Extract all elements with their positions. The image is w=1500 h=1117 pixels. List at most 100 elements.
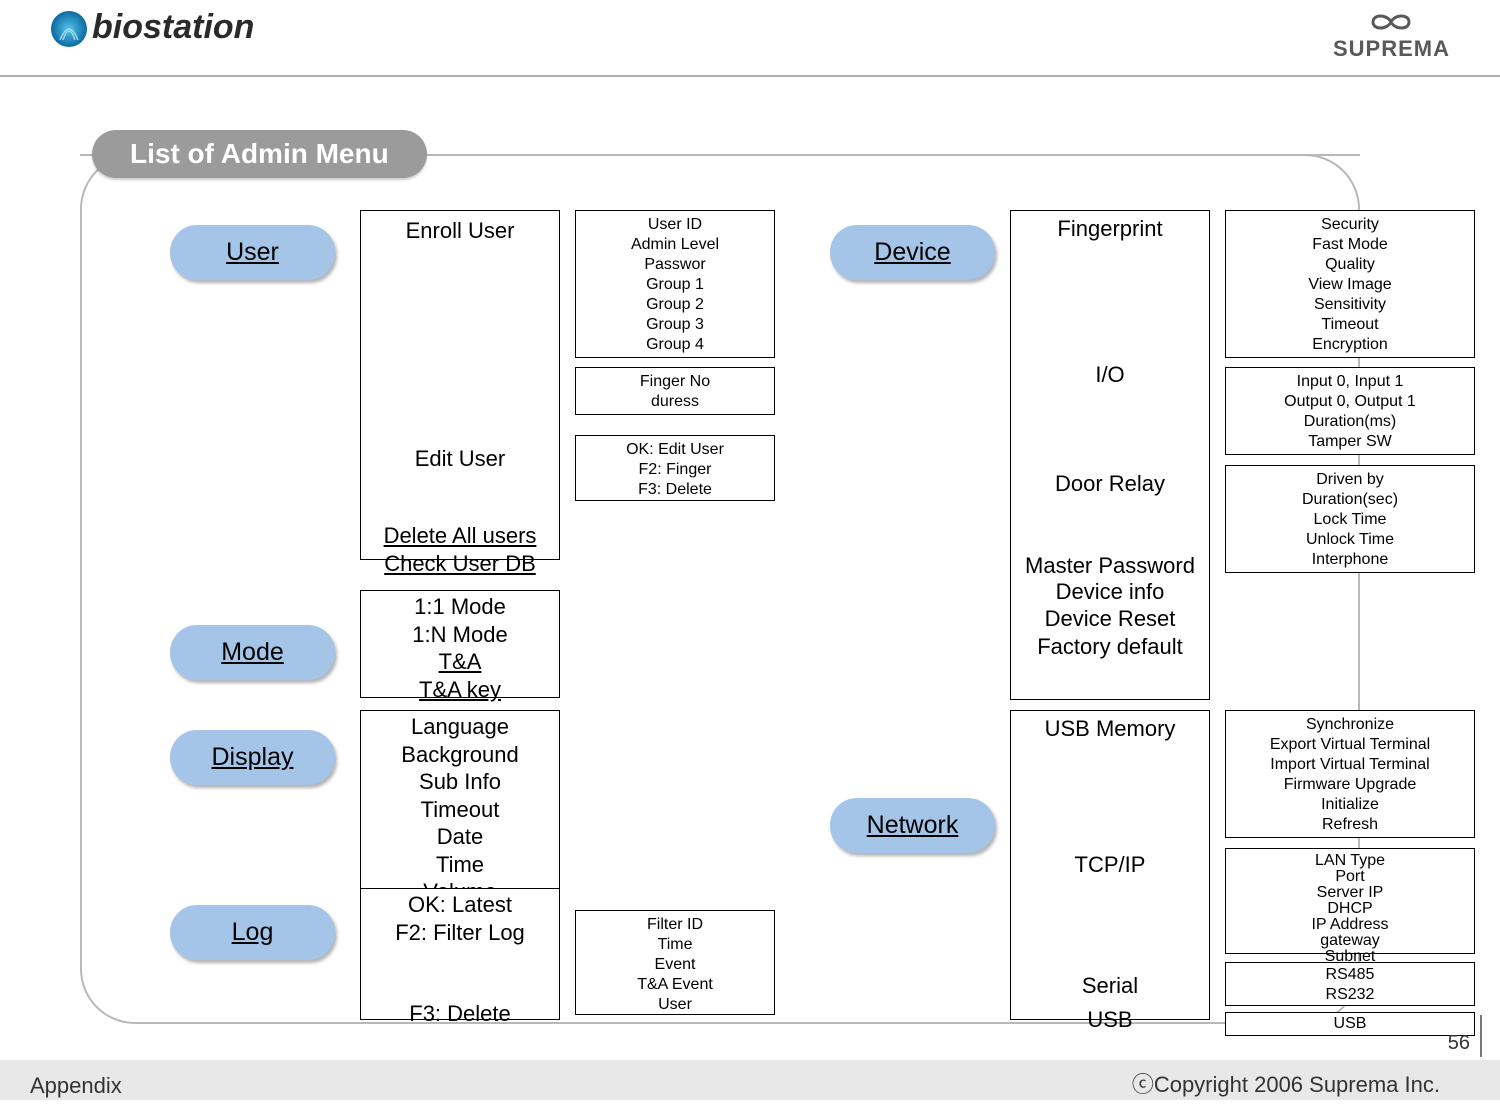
list-item: Finger No: [576, 372, 774, 392]
list-item: Date: [361, 823, 559, 851]
list-item: T&A Event: [576, 975, 774, 995]
list-item: Duration(ms): [1226, 412, 1474, 432]
list-item: Group 2: [576, 295, 774, 315]
list-item: Language: [361, 713, 559, 741]
user-actions-box: Enroll User Edit User Delete All users C…: [360, 210, 560, 560]
label: TCP/IP: [1011, 851, 1209, 879]
network-box: USB Memory TCP/IP Serial USB: [1010, 710, 1210, 1020]
list-item: Lock Time: [1226, 510, 1474, 530]
device-door-detail: Driven by Duration(sec) Lock Time Unlock…: [1225, 465, 1475, 573]
list-item: F3: Delete: [576, 480, 774, 500]
list-item: OK: Latest: [361, 889, 559, 919]
label: Check User DB: [361, 550, 559, 578]
page-number: 56: [1448, 1032, 1470, 1055]
fingerprint-icon: [50, 10, 88, 48]
list-item: Sub Info: [361, 768, 559, 796]
header: biostation SUPREMA: [0, 0, 1500, 75]
list-item: Background: [361, 741, 559, 769]
list-item: Passwor: [576, 255, 774, 275]
list-item: Tamper SW: [1226, 432, 1474, 452]
user-enroll-detail: User ID Admin Level Passwor Group 1 Grou…: [575, 210, 775, 358]
user-finger-detail: Finger No duress: [575, 367, 775, 415]
label: Enroll User: [361, 211, 559, 245]
list-item: Encryption: [1226, 335, 1474, 355]
list-item: Time: [361, 851, 559, 879]
pill-mode: Mode: [170, 625, 335, 680]
list-item: Group 3: [576, 315, 774, 335]
net-serial-detail: RS485 RS232: [1225, 962, 1475, 1006]
list-item: Group 4: [576, 335, 774, 355]
list-item: Synchronize: [1226, 715, 1474, 735]
list-item: IP Address: [1226, 917, 1474, 933]
list-item: LAN Type: [1226, 853, 1474, 869]
list-item: Duration(sec): [1226, 490, 1474, 510]
label: Delete All users: [361, 522, 559, 550]
label: Device info: [1011, 578, 1209, 606]
label: Device Reset: [1011, 605, 1209, 633]
mode-box: 1:1 Mode 1:N Mode T&A T&A key: [360, 590, 560, 698]
list-item: RS232: [1226, 985, 1474, 1005]
device-fp-detail: Security Fast Mode Quality View Image Se…: [1225, 210, 1475, 358]
label: USB: [1011, 1006, 1209, 1034]
net-usb-detail: USB: [1225, 1012, 1475, 1036]
list-item: Security: [1226, 215, 1474, 235]
user-edit-detail: OK: Edit User F2: Finger F3: Delete: [575, 435, 775, 501]
list-item: Admin Level: [576, 235, 774, 255]
list-item: Output 0, Output 1: [1226, 392, 1474, 412]
product-name: biostation: [92, 8, 254, 46]
pill-network: Network: [830, 798, 995, 853]
display-box: Language Background Sub Info Timeout Dat…: [360, 710, 560, 895]
label: Edit User: [361, 445, 559, 473]
label: Master Password: [1011, 554, 1209, 578]
list-item: F2: Filter Log: [361, 919, 559, 947]
list-item: Interphone: [1226, 550, 1474, 570]
list-item: Sensitivity: [1226, 295, 1474, 315]
pill-display: Display: [170, 730, 335, 785]
log-filter-detail: Filter ID Time Event T&A Event User: [575, 910, 775, 1015]
footer-section: Appendix: [30, 1073, 122, 1099]
page-number-divider: [1480, 1015, 1482, 1057]
list-item: Filter ID: [576, 915, 774, 935]
pill-device: Device: [830, 225, 995, 280]
pill-log: Log: [170, 905, 335, 960]
label: I/O: [1011, 361, 1209, 389]
label: USB Memory: [1011, 711, 1209, 743]
list-item: RS485: [1226, 965, 1474, 985]
footer-copyright: ⓒCopyright 2006 Suprema Inc.: [1132, 1067, 1440, 1099]
header-divider: [0, 75, 1500, 77]
list-item: F3: Delete: [361, 1000, 559, 1028]
page-title: List of Admin Menu: [92, 130, 427, 178]
list-item: Group 1: [576, 275, 774, 295]
list-item: F2: Finger: [576, 460, 774, 480]
pill-user: User: [170, 225, 335, 280]
list-item: 1:1 Mode: [361, 593, 559, 621]
device-io-detail: Input 0, Input 1 Output 0, Output 1 Dura…: [1225, 367, 1475, 455]
company-name: SUPREMA: [1333, 36, 1450, 61]
company-logo: SUPREMA: [1333, 10, 1450, 62]
list-item: gateway: [1226, 933, 1474, 949]
log-box: OK: Latest F2: Filter Log F3: Delete: [360, 888, 560, 1020]
list-item: Timeout: [361, 796, 559, 824]
list-item: Event: [576, 955, 774, 975]
label: Fingerprint: [1011, 211, 1209, 243]
list-item: Export Virtual Terminal: [1226, 735, 1474, 755]
list-item: USB: [1226, 1013, 1474, 1035]
infinity-icon: [1361, 10, 1421, 34]
list-item: duress: [576, 392, 774, 412]
label: Door Relay: [1011, 470, 1209, 498]
list-item: Quality: [1226, 255, 1474, 275]
list-item: DHCP: [1226, 901, 1474, 917]
label: Serial: [1011, 972, 1209, 1000]
list-item: Import Virtual Terminal: [1226, 755, 1474, 775]
product-logo: biostation: [50, 8, 254, 48]
list-item: T&A: [361, 648, 559, 676]
net-usbm-detail: Synchronize Export Virtual Terminal Impo…: [1225, 710, 1475, 838]
list-item: User: [576, 995, 774, 1015]
list-item: Time: [576, 935, 774, 955]
label: Factory default: [1011, 633, 1209, 661]
net-tcp-detail: LAN Type Port Server IP DHCP IP Address …: [1225, 848, 1475, 954]
device-box: Fingerprint I/O Door Relay Master Passwo…: [1010, 210, 1210, 700]
list-item: Server IP: [1226, 885, 1474, 901]
list-item: Initialize: [1226, 795, 1474, 815]
list-item: 1:N Mode: [361, 621, 559, 649]
